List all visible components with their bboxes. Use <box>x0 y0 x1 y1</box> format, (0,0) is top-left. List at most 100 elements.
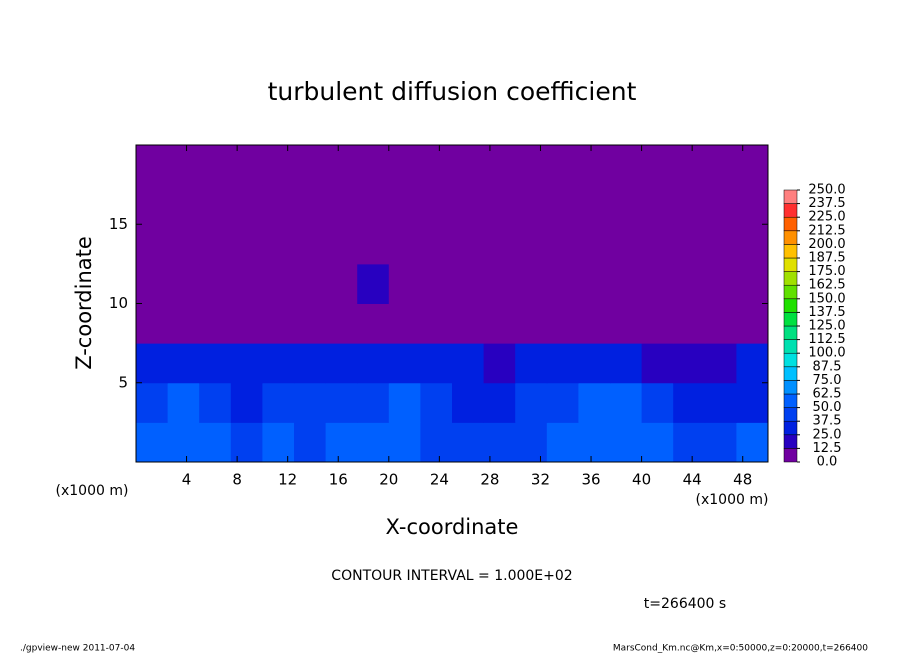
colorbar-label: 137.5 <box>808 305 845 320</box>
heat-cell <box>230 303 263 344</box>
heat-cell <box>452 184 485 225</box>
heat-cell <box>262 263 295 304</box>
x-tick-label: 12 <box>278 471 297 489</box>
x-unit: (x1000 m) <box>696 492 769 508</box>
colorbar-label: 187.5 <box>808 251 845 266</box>
heat-cell <box>704 145 737 186</box>
heat-cell <box>167 382 200 423</box>
colorbar-label: 237.5 <box>808 196 845 211</box>
heat-cell <box>610 422 643 463</box>
heat-cell <box>578 184 611 225</box>
colorbar-bin <box>783 216 798 232</box>
heat-cell <box>388 145 421 186</box>
heat-cell <box>736 303 769 344</box>
colorbar-label: 50.0 <box>813 400 842 415</box>
heat-cell <box>641 422 674 463</box>
heat-cell <box>610 224 643 265</box>
heat-cell <box>262 145 295 186</box>
colorbar-label: 112.5 <box>808 332 845 347</box>
colorbar-bin <box>783 298 798 313</box>
colorbar-label: 87.5 <box>813 359 842 374</box>
heat-cell <box>262 422 295 463</box>
colorbar-label: 0.0 <box>817 455 838 470</box>
heat-cell <box>704 422 737 463</box>
x-tick-label: 44 <box>683 471 702 489</box>
heat-cell <box>167 263 200 304</box>
heat-cell <box>294 263 327 304</box>
colorbar-label: 25.0 <box>813 427 842 442</box>
heat-cell <box>673 422 706 463</box>
heat-cell <box>167 422 200 463</box>
heat-cell <box>546 422 579 463</box>
footer-left: ./gpview-new 2011-07-04 <box>20 644 135 654</box>
heat-cell <box>452 303 485 344</box>
heat-cell <box>736 145 769 186</box>
heat-cell <box>388 382 421 423</box>
heat-cell <box>736 382 769 423</box>
heat-cell <box>578 145 611 186</box>
heat-cell <box>546 263 579 304</box>
heat-cell <box>546 382 579 423</box>
colorbar-bin <box>783 284 798 300</box>
heat-cell <box>199 263 232 304</box>
heat-cell <box>641 184 674 225</box>
heat-cell <box>325 382 358 423</box>
x-axis-label: X-coordinate <box>386 515 519 539</box>
heat-cell <box>610 382 643 423</box>
heat-cell <box>420 263 453 304</box>
y-unit: (x1000 m) <box>56 483 129 499</box>
heat-cell <box>578 224 611 265</box>
x-tick-label: 4 <box>182 471 192 489</box>
heat-cell <box>736 343 769 384</box>
heat-cell <box>578 343 611 384</box>
heat-cell <box>483 382 516 423</box>
colorbar-bin <box>783 312 798 327</box>
colorbar-bin <box>783 189 798 204</box>
heat-cell <box>357 303 390 344</box>
heat-cell <box>357 263 390 304</box>
heat-cell <box>736 263 769 304</box>
heat-cell <box>704 382 737 423</box>
heat-cell <box>641 303 674 344</box>
heat-cell <box>325 145 358 186</box>
heat-cell <box>357 382 390 423</box>
heat-cell <box>515 422 548 463</box>
heat-cell <box>199 343 232 384</box>
heat-cell <box>578 422 611 463</box>
heat-cell <box>515 343 548 384</box>
heat-cell <box>704 184 737 225</box>
x-tick-label: 8 <box>232 471 242 489</box>
heat-cell <box>610 145 643 186</box>
heat-cell <box>641 343 674 384</box>
heat-cell <box>388 343 421 384</box>
heat-cell <box>673 184 706 225</box>
colorbar-bin <box>783 448 798 463</box>
heat-cell <box>230 145 263 186</box>
heat-cell <box>736 224 769 265</box>
colorbar-label: 200.0 <box>808 237 845 252</box>
colorbar-bin <box>783 420 798 436</box>
heat-cell <box>230 422 263 463</box>
contour-interval: CONTOUR INTERVAL = 1.000E+02 <box>331 568 572 584</box>
heat-cell <box>673 382 706 423</box>
heat-cell <box>546 184 579 225</box>
heat-cell <box>357 422 390 463</box>
heat-cell <box>230 184 263 225</box>
heat-cell <box>515 382 548 423</box>
heat-cell <box>136 422 169 463</box>
heat-cell <box>483 263 516 304</box>
colorbar-bin <box>783 257 798 272</box>
heat-cell <box>199 145 232 186</box>
heat-cell <box>167 145 200 186</box>
heat-cell <box>136 343 169 384</box>
heat-cell <box>262 224 295 265</box>
heat-cell <box>578 382 611 423</box>
colorbar-bin <box>783 393 798 408</box>
chart-title: turbulent diffusion coefficient <box>268 77 637 106</box>
heat-cell <box>610 263 643 304</box>
heat-cell <box>230 263 263 304</box>
heat-cell <box>420 184 453 225</box>
heat-cell <box>388 184 421 225</box>
heat-cell <box>515 145 548 186</box>
